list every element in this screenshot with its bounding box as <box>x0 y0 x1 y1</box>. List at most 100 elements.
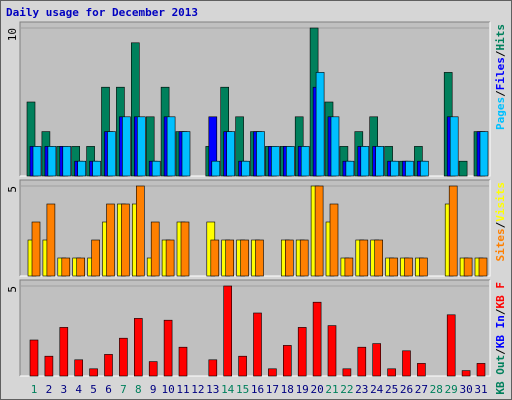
panel-border <box>20 180 491 277</box>
panel-border <box>19 179 490 276</box>
bar <box>29 339 39 377</box>
x-tick-label: 20 <box>310 383 323 396</box>
x-tick-label: 13 <box>206 383 219 396</box>
bar <box>208 359 218 377</box>
x-tick-label: 5 <box>90 383 97 396</box>
x-tick-label: 17 <box>266 383 279 396</box>
bar <box>285 146 295 177</box>
x-tick-label: 16 <box>251 383 264 396</box>
bar <box>165 239 175 277</box>
bar <box>372 343 382 377</box>
bar <box>61 257 71 277</box>
legend-separator: / <box>494 50 507 57</box>
panel-border <box>20 280 491 377</box>
x-tick-label: 18 <box>281 383 294 396</box>
x-tick-label: 10 <box>161 383 174 396</box>
bar <box>329 203 339 277</box>
bar <box>47 146 57 177</box>
bar <box>31 221 41 277</box>
bar <box>282 345 292 377</box>
x-tick-label: 21 <box>325 383 338 396</box>
bar <box>89 368 98 377</box>
bar <box>136 185 145 277</box>
bar <box>151 160 161 177</box>
bar <box>92 160 101 177</box>
legend-separator: / <box>494 348 507 355</box>
bar <box>327 325 337 377</box>
x-tick-label: 7 <box>120 383 127 396</box>
bar <box>134 318 143 377</box>
bar <box>226 131 235 177</box>
bar <box>166 116 176 177</box>
bar <box>387 368 396 377</box>
bar <box>314 185 324 277</box>
x-tick-label: 28 <box>430 383 443 396</box>
bar <box>479 131 489 177</box>
bar <box>122 116 131 177</box>
x-tick-label: 19 <box>296 383 309 396</box>
bar <box>77 160 86 177</box>
x-tick-label: 22 <box>340 383 353 396</box>
bar <box>223 285 232 377</box>
x-tick-label: 31 <box>474 383 487 396</box>
bar <box>256 131 265 177</box>
bar <box>374 239 384 277</box>
bar <box>253 312 262 377</box>
bar <box>461 370 471 377</box>
bar <box>345 160 355 177</box>
bar <box>417 363 426 377</box>
x-tick-label: 30 <box>459 383 472 396</box>
bar <box>359 239 369 277</box>
bar <box>390 160 399 177</box>
bar <box>91 239 100 277</box>
bar <box>107 131 116 177</box>
bar <box>300 146 310 177</box>
y-tick-label: 5 <box>6 286 19 293</box>
bar <box>255 239 264 277</box>
x-tick-label: 27 <box>415 383 428 396</box>
bar <box>211 160 221 177</box>
x-tick-label: 3 <box>60 383 67 396</box>
bar <box>299 239 309 277</box>
bar <box>150 221 160 277</box>
bar <box>344 257 354 277</box>
x-tick-label: 9 <box>150 383 157 396</box>
bar <box>241 160 250 177</box>
x-tick-label: 12 <box>191 383 204 396</box>
bar <box>342 368 352 377</box>
bar <box>389 257 398 277</box>
bar <box>106 203 115 277</box>
bar <box>238 355 247 377</box>
bar <box>420 160 429 177</box>
legend-entry: Sites <box>494 228 507 261</box>
bar <box>32 146 42 177</box>
bar <box>104 354 113 377</box>
bar <box>330 116 340 177</box>
legend-entry: KB F <box>494 282 507 309</box>
legend-separator: / <box>494 221 507 228</box>
legend-entry: KB Out <box>494 355 507 395</box>
bar <box>419 257 428 277</box>
x-tick-label: 14 <box>221 383 235 396</box>
bar <box>181 131 191 177</box>
bar <box>240 239 249 277</box>
bar <box>458 160 468 177</box>
legend-entry: Visits <box>494 182 507 222</box>
bar <box>225 239 234 277</box>
bar <box>268 368 277 377</box>
bar <box>446 314 456 377</box>
bar <box>121 203 130 277</box>
legend-entry: Hits <box>494 24 507 51</box>
y-tick-label: 10 <box>6 28 19 41</box>
bar <box>312 301 322 377</box>
bar <box>62 146 72 177</box>
panel-border <box>19 279 490 376</box>
legend: Sites/Visits <box>494 182 507 262</box>
bar <box>476 363 486 377</box>
x-tick-label: 15 <box>236 383 249 396</box>
bar <box>284 239 294 277</box>
bar <box>119 337 128 377</box>
x-tick-label: 25 <box>385 383 398 396</box>
bar <box>59 327 69 377</box>
